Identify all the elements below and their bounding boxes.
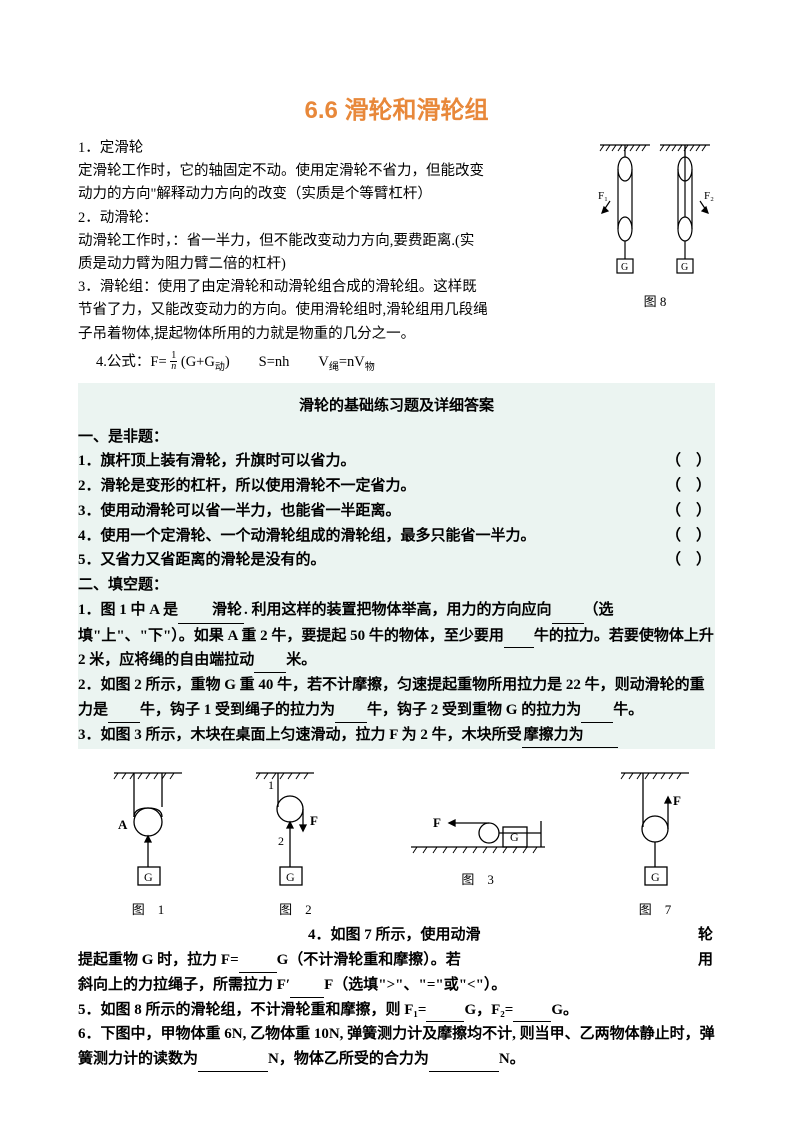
figure-3: F G 图 3: [403, 797, 553, 888]
intro-p2a: 动滑轮工作时，：省一半力，但不能改变动力方向,要费距离.(实: [78, 230, 568, 253]
svg-text:2: 2: [278, 834, 284, 848]
svg-text:1: 1: [268, 778, 274, 792]
tf-3: 3．使用动滑轮可以省一半力，也能省一半距离。（ ）: [78, 499, 715, 524]
g-label-1: G: [621, 262, 628, 273]
figure-8: F₁ G F₂ G: [595, 139, 715, 310]
figure-7: F G 图 7: [615, 767, 695, 918]
intro-p1b: 动力的方向"解释动力方向的改变（实质是个等臂杠杆）: [78, 183, 568, 206]
svg-text:G: G: [286, 870, 295, 884]
intro-h2: 2．动滑轮：: [78, 207, 568, 230]
svg-text:G: G: [144, 870, 153, 884]
fb-4: 4．如图 7 所示，使用动滑 轮 提起重物 G 时，拉力 F=G（不计滑轮重和摩…: [78, 923, 715, 997]
tf-2: 2．滑轮是变形的杠杆，所以使用滑轮不一定省力。（ ）: [78, 474, 715, 499]
fb-1: 1．图 1 中 A 是滑轮. 利用这样的装置把物体举高，用力的方向应向（选填"上…: [78, 598, 715, 673]
svg-text:F: F: [673, 793, 681, 808]
fb-3: 3．如图 3 所示，木块在桌面上匀速滑动，拉力 F 为 2 牛，木块所受摩擦力为: [78, 723, 715, 749]
formula-prefix: 4.公式：F=: [96, 354, 167, 370]
intro-p1a: 定滑轮工作时，它的轴固定不动。使用定滑轮不省力，但能改变: [78, 160, 568, 183]
figure-7-caption: 图 7: [615, 899, 695, 918]
intro-h1: 1．定滑轮: [78, 137, 568, 160]
figure-2: 1 2 F G 图 2: [250, 767, 340, 918]
f2-label: F₂: [704, 190, 714, 202]
intro-h3a: 3．滑轮组：使用了由定滑轮和动滑轮组合成的滑轮组。这样既: [78, 276, 568, 299]
intro-p2b: 质是动力臂为阻力臂二倍的杠杆): [78, 253, 568, 276]
fb-5: 5．如图 8 所示的滑轮组，不计滑轮重和摩擦，则 F₁=G，F₂=G。: [78, 998, 715, 1023]
svg-text:G: G: [651, 870, 660, 884]
f1-label: F₁: [598, 190, 608, 202]
exercises-continued: 4．如图 7 所示，使用动滑 轮 提起重物 G 时，拉力 F=G（不计滑轮重和摩…: [78, 922, 715, 1073]
figure-1-caption: 图 1: [108, 899, 188, 918]
figure-3-caption: 图 3: [403, 869, 553, 888]
page-title: 6.6 滑轮和滑轮组: [78, 90, 715, 125]
intro-h3c: 子吊着物体,提起物体所用的力就是物重的几分之一。: [78, 323, 715, 346]
section-1-head: 一、是非题：: [78, 425, 715, 450]
g-label-2: G: [681, 262, 688, 273]
tf-4: 4．使用一个定滑轮、一个动滑轮组成的滑轮组，最多只能省一半力。（ ）: [78, 524, 715, 549]
tf-1: 1．旗杆顶上装有滑轮，升旗时可以省力。（ ）: [78, 449, 715, 474]
figure-8-caption: 图 8: [595, 291, 715, 310]
exercises-title: 滑轮的基础练习题及详细答案: [78, 394, 715, 419]
fb-6: 6．下图中，甲物体重 6N, 乙物体重 10N, 弹簧测力计及摩擦均不计, 则当…: [78, 1022, 715, 1072]
formula-line: 4.公式：F= 1 n (G+G动) S=nh V绳=nV物: [96, 350, 715, 373]
figure-1: A G 图 1: [108, 767, 188, 918]
svg-text:A: A: [118, 817, 128, 832]
fb-2: 2．如图 2 所示，重物 G 重 40 牛，若不计摩擦，匀速提起重物所用拉力是 …: [78, 673, 715, 723]
figures-row: A G 图 1 1 2 F: [78, 767, 715, 918]
exercises-block: 滑轮的基础练习题及详细答案 一、是非题： 1．旗杆顶上装有滑轮，升旗时可以省力。…: [78, 383, 715, 750]
content: F₁ G F₂ G: [78, 137, 715, 1073]
intro-h3b: 节省了力，又能改变动力的方向。使用滑轮组时,滑轮组用几段绳: [78, 299, 568, 322]
svg-text:F: F: [433, 815, 441, 830]
tf-5: 5．又省力又省距离的滑轮是没有的。（ ）: [78, 548, 715, 573]
fraction-icon: 1 n: [170, 351, 177, 372]
figure-2-caption: 图 2: [250, 899, 340, 918]
section-2-head: 二、填空题：: [78, 573, 715, 598]
svg-text:F: F: [310, 813, 318, 828]
svg-text:G: G: [510, 830, 519, 844]
